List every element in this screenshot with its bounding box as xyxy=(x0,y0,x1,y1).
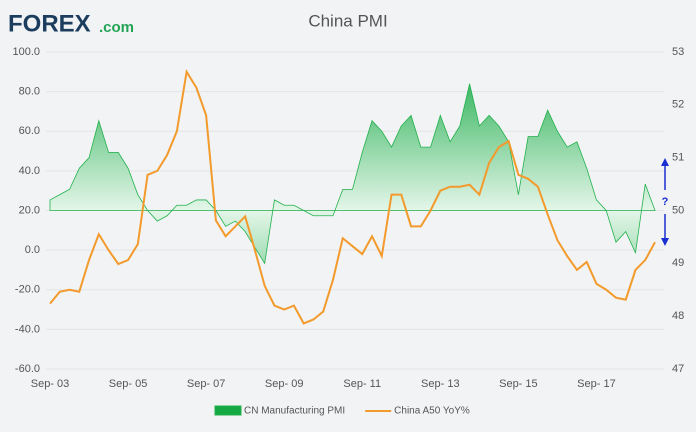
legend-swatch xyxy=(214,405,242,416)
line xyxy=(49,69,656,325)
x-tick-label: Sep- 15 xyxy=(499,378,538,390)
legend-label: China A50 YoY% xyxy=(394,406,470,417)
y-tick-label: -40.0 xyxy=(15,323,40,335)
y2-tick-label: 47 xyxy=(672,363,684,375)
y2-tick-label: 48 xyxy=(672,310,684,322)
y-tick-label: 0.0 xyxy=(25,244,40,256)
y-tick-label: -60.0 xyxy=(15,363,40,375)
x-tick-label: Sep- 05 xyxy=(109,378,148,390)
y-tick-label: -20.0 xyxy=(15,284,40,296)
y2-tick-label: 50 xyxy=(672,204,684,216)
annotation: ? xyxy=(662,196,669,208)
annotation-arrowhead xyxy=(661,158,669,166)
y-tick-label: 80.0 xyxy=(19,86,40,98)
x-tick-label: Sep- 03 xyxy=(31,378,70,390)
logo-suffix: .com xyxy=(99,19,134,36)
y-tick-label: 40.0 xyxy=(19,165,40,177)
y2-tick-label: 52 xyxy=(672,99,684,111)
y-tick-label: 100.0 xyxy=(12,46,40,58)
x-tick-label: Sep- 07 xyxy=(187,378,226,390)
logo: FOREX xyxy=(8,10,91,37)
area xyxy=(49,83,656,265)
annotation-arrowhead xyxy=(661,238,669,246)
chart-title: China PMI xyxy=(308,11,387,30)
x-tick-label: Sep- 11 xyxy=(343,378,381,390)
x-tick-label: Sep- 09 xyxy=(265,378,304,390)
y2-tick-label: 51 xyxy=(672,152,684,164)
plot: -60.0 -40.0 -20.0 0.0 20.0 40.0 60.0 80.0 100.0 4… xyxy=(12,46,684,417)
x-tick-label: Sep- 13 xyxy=(421,378,460,390)
y2-tick-label: 53 xyxy=(672,46,684,58)
y2-tick-label: 49 xyxy=(672,257,684,269)
y-tick-label: 20.0 xyxy=(19,204,40,216)
y-tick-label: 60.0 xyxy=(19,125,40,137)
legend-label: CN Manufacturing PMI xyxy=(244,406,345,417)
x-tick-label: Sep- 17 xyxy=(577,378,616,390)
